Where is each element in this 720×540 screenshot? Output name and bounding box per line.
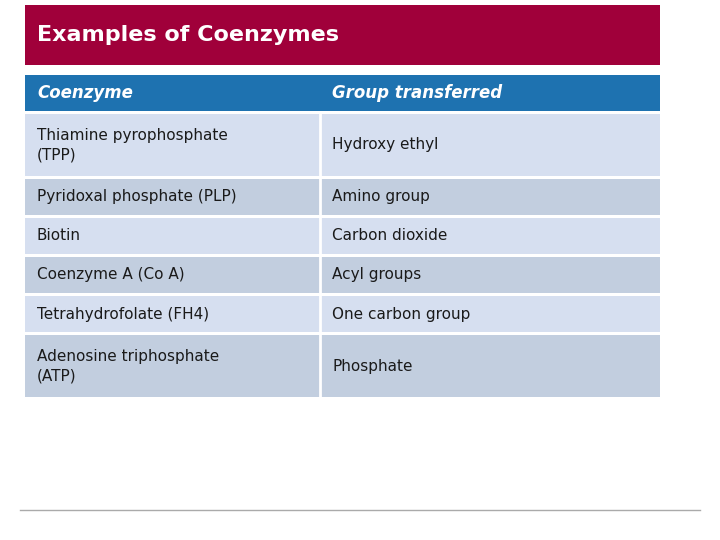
Text: Hydroxy ethyl: Hydroxy ethyl bbox=[332, 138, 438, 152]
Text: Group transferred: Group transferred bbox=[332, 84, 502, 102]
FancyBboxPatch shape bbox=[25, 335, 660, 397]
Text: Adenosine triphosphate
(ATP): Adenosine triphosphate (ATP) bbox=[37, 349, 220, 383]
Text: Coenzyme A (Co A): Coenzyme A (Co A) bbox=[37, 267, 184, 282]
Text: Examples of Coenzymes: Examples of Coenzymes bbox=[37, 25, 339, 45]
Text: Amino group: Amino group bbox=[332, 190, 430, 205]
FancyBboxPatch shape bbox=[25, 179, 660, 215]
FancyBboxPatch shape bbox=[25, 296, 660, 332]
Text: Biotin: Biotin bbox=[37, 228, 81, 244]
Text: One carbon group: One carbon group bbox=[332, 307, 470, 321]
Text: Coenzyme: Coenzyme bbox=[37, 84, 133, 102]
Text: Phosphate: Phosphate bbox=[332, 359, 413, 374]
FancyBboxPatch shape bbox=[25, 75, 660, 111]
FancyBboxPatch shape bbox=[25, 218, 660, 254]
Text: Carbon dioxide: Carbon dioxide bbox=[332, 228, 447, 244]
FancyBboxPatch shape bbox=[25, 114, 660, 176]
Text: Tetrahydrofolate (FH4): Tetrahydrofolate (FH4) bbox=[37, 307, 209, 321]
Text: Pyridoxal phosphate (PLP): Pyridoxal phosphate (PLP) bbox=[37, 190, 237, 205]
Text: Thiamine pyrophosphate
(TPP): Thiamine pyrophosphate (TPP) bbox=[37, 127, 228, 163]
Text: Acyl groups: Acyl groups bbox=[332, 267, 421, 282]
FancyBboxPatch shape bbox=[25, 257, 660, 293]
FancyBboxPatch shape bbox=[25, 5, 660, 65]
